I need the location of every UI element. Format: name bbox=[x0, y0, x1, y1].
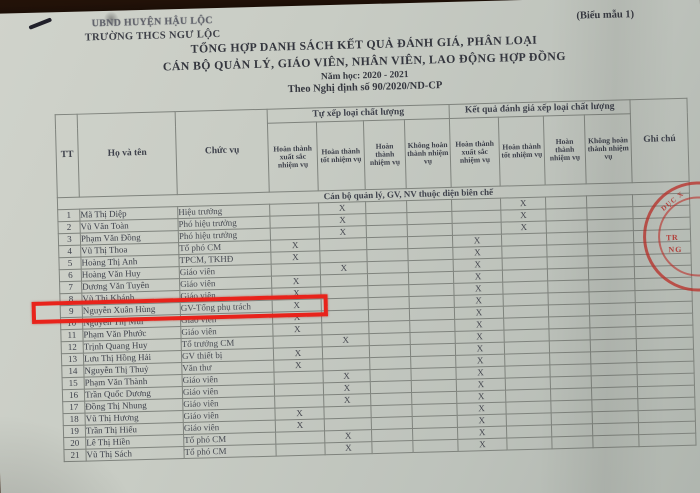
row-number: 15 bbox=[62, 377, 85, 390]
row-number: 17 bbox=[62, 401, 85, 414]
self-rating-cell bbox=[369, 344, 411, 358]
col-header-position: Chức vụ bbox=[175, 109, 270, 195]
col-header-self-incomplete: Không hoàn thành nhiệm vụ bbox=[404, 118, 452, 189]
result-rating-cell bbox=[547, 267, 589, 281]
result-rating-cell bbox=[548, 327, 591, 341]
row-number: 5 bbox=[58, 257, 82, 270]
col-header-result-incomplete: Không hoàn thành nhiệm vụ bbox=[584, 113, 633, 184]
result-rating-cell bbox=[551, 435, 594, 449]
row-number: 7 bbox=[59, 281, 82, 294]
row-number: 18 bbox=[62, 413, 86, 426]
self-rating-cell bbox=[275, 442, 326, 457]
col-header-tt: TT bbox=[55, 114, 80, 198]
self-rating-cell bbox=[367, 284, 410, 298]
row-number: 20 bbox=[63, 437, 86, 450]
row-number: 21 bbox=[63, 449, 87, 462]
row-number: 16 bbox=[62, 389, 85, 402]
row-number: 14 bbox=[61, 365, 85, 378]
col-header-result-complete: Hoàn thành nhiệm vụ bbox=[543, 114, 587, 185]
self-rating-cell bbox=[369, 356, 411, 370]
col-header-note: Ghi chú bbox=[629, 98, 690, 183]
col-header-self-excellent: Hoàn thành xuất sắc nhiệm vụ bbox=[267, 121, 319, 193]
result-rating-cell bbox=[545, 195, 587, 209]
result-rating-cell bbox=[548, 303, 590, 317]
result-rating-cell bbox=[545, 207, 588, 221]
row-number: 19 bbox=[63, 425, 86, 438]
self-rating-cell bbox=[369, 368, 412, 382]
self-rating-cell bbox=[371, 440, 414, 454]
col-header-result-good: Hoàn thành tốt nhiệm vụ bbox=[498, 115, 546, 187]
self-rating-cell bbox=[366, 224, 408, 238]
result-rating-cell bbox=[592, 434, 640, 448]
self-rating-cell bbox=[368, 296, 410, 310]
form-badge: (Biểu mẫu 1) bbox=[576, 9, 635, 22]
pen-mark bbox=[28, 17, 53, 30]
result-rating-cell bbox=[551, 423, 593, 437]
result-rating-cell bbox=[550, 375, 592, 389]
self-rating-cell bbox=[366, 236, 408, 250]
result-rating-cell: X bbox=[457, 438, 508, 452]
row-number: 13 bbox=[61, 353, 84, 366]
row-name: Vũ Thị Sách bbox=[85, 446, 185, 462]
table-body: 1 Mã Thị Diệp Hiệu trưởng X X 2 Vũ Văn T… bbox=[57, 193, 697, 462]
col-header-self-good: Hoàn thành tốt nhiệm vụ bbox=[316, 120, 366, 191]
result-rating-cell bbox=[547, 291, 590, 305]
row-number: 4 bbox=[58, 245, 81, 258]
result-rating-cell bbox=[549, 339, 591, 353]
self-rating-cell bbox=[370, 392, 412, 406]
result-rating-cell bbox=[547, 255, 589, 269]
self-rating-cell: X bbox=[324, 441, 373, 455]
result-rating-cell bbox=[551, 411, 593, 425]
row-number: 6 bbox=[59, 269, 82, 282]
row-note bbox=[638, 433, 697, 447]
self-rating-cell bbox=[368, 320, 410, 334]
row-number: 2 bbox=[57, 221, 81, 234]
stamp-inner-text: TR bbox=[665, 233, 679, 243]
self-rating-cell bbox=[368, 308, 410, 322]
result-rating-cell bbox=[550, 399, 593, 413]
row-number: 3 bbox=[58, 233, 81, 246]
result-rating-cell bbox=[550, 387, 592, 401]
self-rating-cell bbox=[412, 439, 459, 453]
result-rating-cell bbox=[546, 243, 589, 257]
result-rating-cell bbox=[546, 219, 588, 233]
col-header-self-complete: Hoàn thành nhiệm vụ bbox=[363, 119, 407, 190]
row-number: 1 bbox=[57, 209, 80, 222]
self-rating-cell bbox=[370, 380, 412, 394]
self-rating-cell bbox=[371, 428, 413, 442]
result-rating-cell bbox=[548, 315, 590, 329]
self-rating-cell bbox=[365, 212, 408, 226]
result-rating-cell bbox=[549, 363, 592, 377]
self-rating-cell bbox=[371, 416, 413, 430]
self-rating-cell bbox=[367, 260, 409, 274]
row-number: 12 bbox=[61, 341, 84, 354]
self-rating-cell bbox=[365, 200, 407, 214]
evaluation-table: TT Họ và tên Chức vụ Tự xếp loại chất lư… bbox=[55, 98, 697, 462]
self-rating-cell bbox=[367, 272, 409, 286]
result-rating-cell bbox=[546, 231, 588, 245]
result-rating-cell bbox=[547, 279, 589, 293]
row-position: Tổ phó CM bbox=[183, 444, 277, 459]
self-rating-cell bbox=[368, 332, 411, 346]
self-rating-cell bbox=[366, 248, 409, 262]
stamp-inner-text2: NG bbox=[668, 244, 683, 255]
result-rating-cell bbox=[506, 436, 553, 451]
row-number: 11 bbox=[60, 329, 84, 342]
self-rating-cell bbox=[370, 404, 413, 418]
result-rating-cell bbox=[549, 351, 591, 365]
col-header-result-excellent: Hoàn thành xuất sắc nhiệm vụ bbox=[449, 117, 501, 188]
stamp-arc-text: DỤC X bbox=[659, 189, 686, 213]
col-header-name: Họ và tên bbox=[77, 111, 178, 198]
